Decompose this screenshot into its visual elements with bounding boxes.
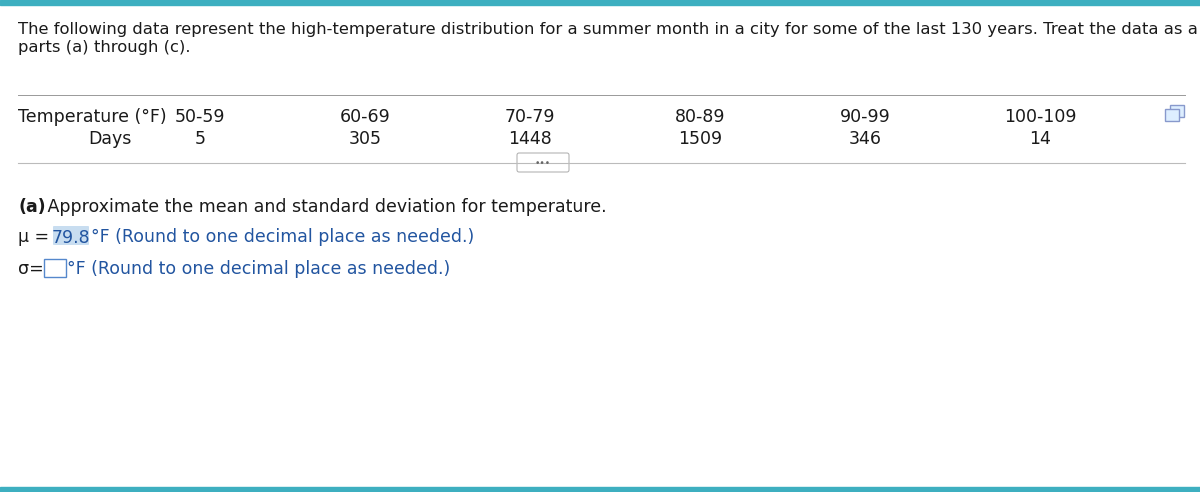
FancyBboxPatch shape bbox=[1165, 109, 1178, 121]
Text: 1448: 1448 bbox=[508, 130, 552, 148]
Text: σ=: σ= bbox=[18, 260, 43, 278]
Text: 60-69: 60-69 bbox=[340, 108, 390, 126]
Text: °F (Round to one decimal place as needed.): °F (Round to one decimal place as needed… bbox=[67, 260, 450, 278]
Text: 14: 14 bbox=[1030, 130, 1051, 148]
Bar bbox=[0, 487, 1200, 492]
Text: (a): (a) bbox=[18, 198, 46, 216]
Text: Approximate the mean and standard deviation for temperature.: Approximate the mean and standard deviat… bbox=[42, 198, 607, 216]
Text: The following data represent the high-temperature distribution for a summer mont: The following data represent the high-te… bbox=[18, 22, 1200, 37]
Text: •••: ••• bbox=[535, 158, 551, 167]
Text: 90-99: 90-99 bbox=[840, 108, 890, 126]
Text: 346: 346 bbox=[848, 130, 882, 148]
FancyBboxPatch shape bbox=[1170, 105, 1184, 117]
Text: 1509: 1509 bbox=[678, 130, 722, 148]
Text: parts (a) through (c).: parts (a) through (c). bbox=[18, 40, 191, 55]
Text: μ =: μ = bbox=[18, 228, 49, 246]
Text: Days: Days bbox=[89, 130, 132, 148]
Text: 80-89: 80-89 bbox=[674, 108, 725, 126]
Text: °F (Round to one decimal place as needed.): °F (Round to one decimal place as needed… bbox=[91, 228, 474, 246]
Text: 70-79: 70-79 bbox=[505, 108, 556, 126]
Bar bbox=[0, 0, 1200, 5]
Text: 50-59: 50-59 bbox=[175, 108, 226, 126]
Text: 100-109: 100-109 bbox=[1003, 108, 1076, 126]
FancyBboxPatch shape bbox=[517, 153, 569, 172]
FancyBboxPatch shape bbox=[53, 226, 89, 245]
Text: 305: 305 bbox=[348, 130, 382, 148]
Text: Temperature (°F): Temperature (°F) bbox=[18, 108, 167, 126]
Text: 79.8: 79.8 bbox=[52, 229, 90, 247]
Bar bbox=[44, 259, 66, 277]
Text: 5: 5 bbox=[194, 130, 205, 148]
